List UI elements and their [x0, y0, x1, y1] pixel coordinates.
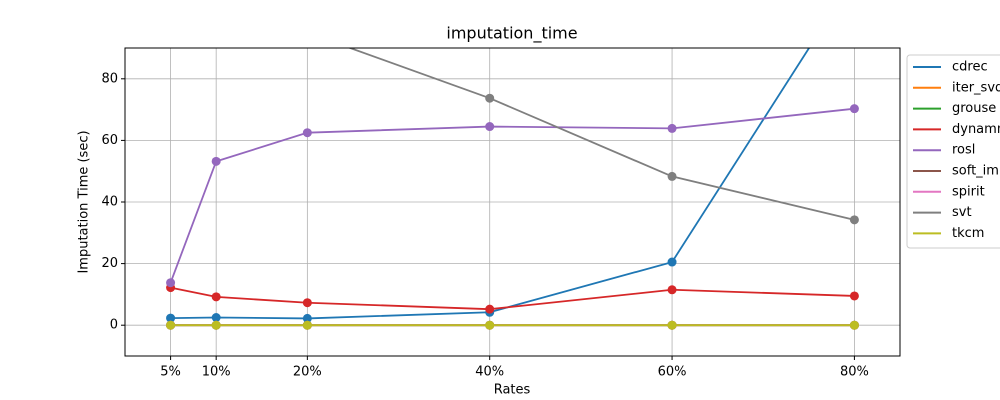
point	[302, 128, 312, 138]
point	[211, 292, 221, 302]
legend-label: dynammo	[952, 122, 1000, 137]
x-tick-label: 40%	[475, 365, 504, 380]
series-line	[170, 48, 811, 320]
point	[302, 320, 312, 330]
point	[667, 320, 677, 330]
point	[849, 291, 859, 301]
point	[211, 156, 221, 166]
point	[211, 313, 221, 322]
series-line	[170, 286, 855, 311]
x-tick-label: 5%	[160, 365, 181, 380]
point	[485, 93, 495, 103]
legend-label: cdrec	[952, 60, 988, 75]
y-tick-label: 60	[101, 133, 118, 148]
legend-box	[906, 54, 1000, 249]
point	[166, 313, 176, 323]
legend-label: soft_impute	[952, 164, 1000, 179]
point	[485, 304, 495, 314]
ticks: 5% 10% 20% 40% 60% 80% 0 20 40 60 80	[101, 71, 868, 379]
point	[166, 320, 176, 330]
point	[485, 122, 495, 132]
point	[166, 278, 176, 288]
legend-label: tkcm	[952, 226, 984, 241]
x-tick-label: 60%	[658, 365, 687, 380]
legend-label: grouse	[952, 101, 996, 116]
point	[485, 320, 495, 330]
x-axis-label: Rates	[494, 383, 531, 398]
point	[211, 320, 221, 330]
plot-area	[166, 48, 859, 330]
y-tick-label: 80	[101, 71, 118, 86]
point	[667, 171, 677, 181]
x-tick-label: 20%	[293, 365, 322, 380]
legend-label: spirit	[952, 184, 985, 199]
series-line	[169, 107, 855, 284]
chart-title: imputation_time	[446, 24, 577, 44]
legend-label: iter_svd	[952, 80, 1000, 95]
legend-label: rosl	[952, 143, 975, 158]
x-tick-label: 10%	[202, 365, 231, 380]
point	[849, 215, 859, 225]
y-tick-label: 0	[110, 318, 118, 333]
y-axis-label: Imputation Time (sec)	[77, 130, 92, 273]
point	[849, 104, 859, 114]
legend-label: svt	[952, 205, 972, 220]
point	[849, 320, 859, 330]
point	[667, 285, 677, 295]
y-tick-label: 40	[101, 195, 118, 210]
y-tick-label: 20	[101, 256, 118, 271]
point	[302, 298, 312, 308]
x-tick-label: 80%	[840, 365, 869, 380]
series-line	[347, 48, 855, 221]
point	[302, 313, 312, 323]
point	[667, 123, 677, 133]
point	[667, 257, 677, 267]
